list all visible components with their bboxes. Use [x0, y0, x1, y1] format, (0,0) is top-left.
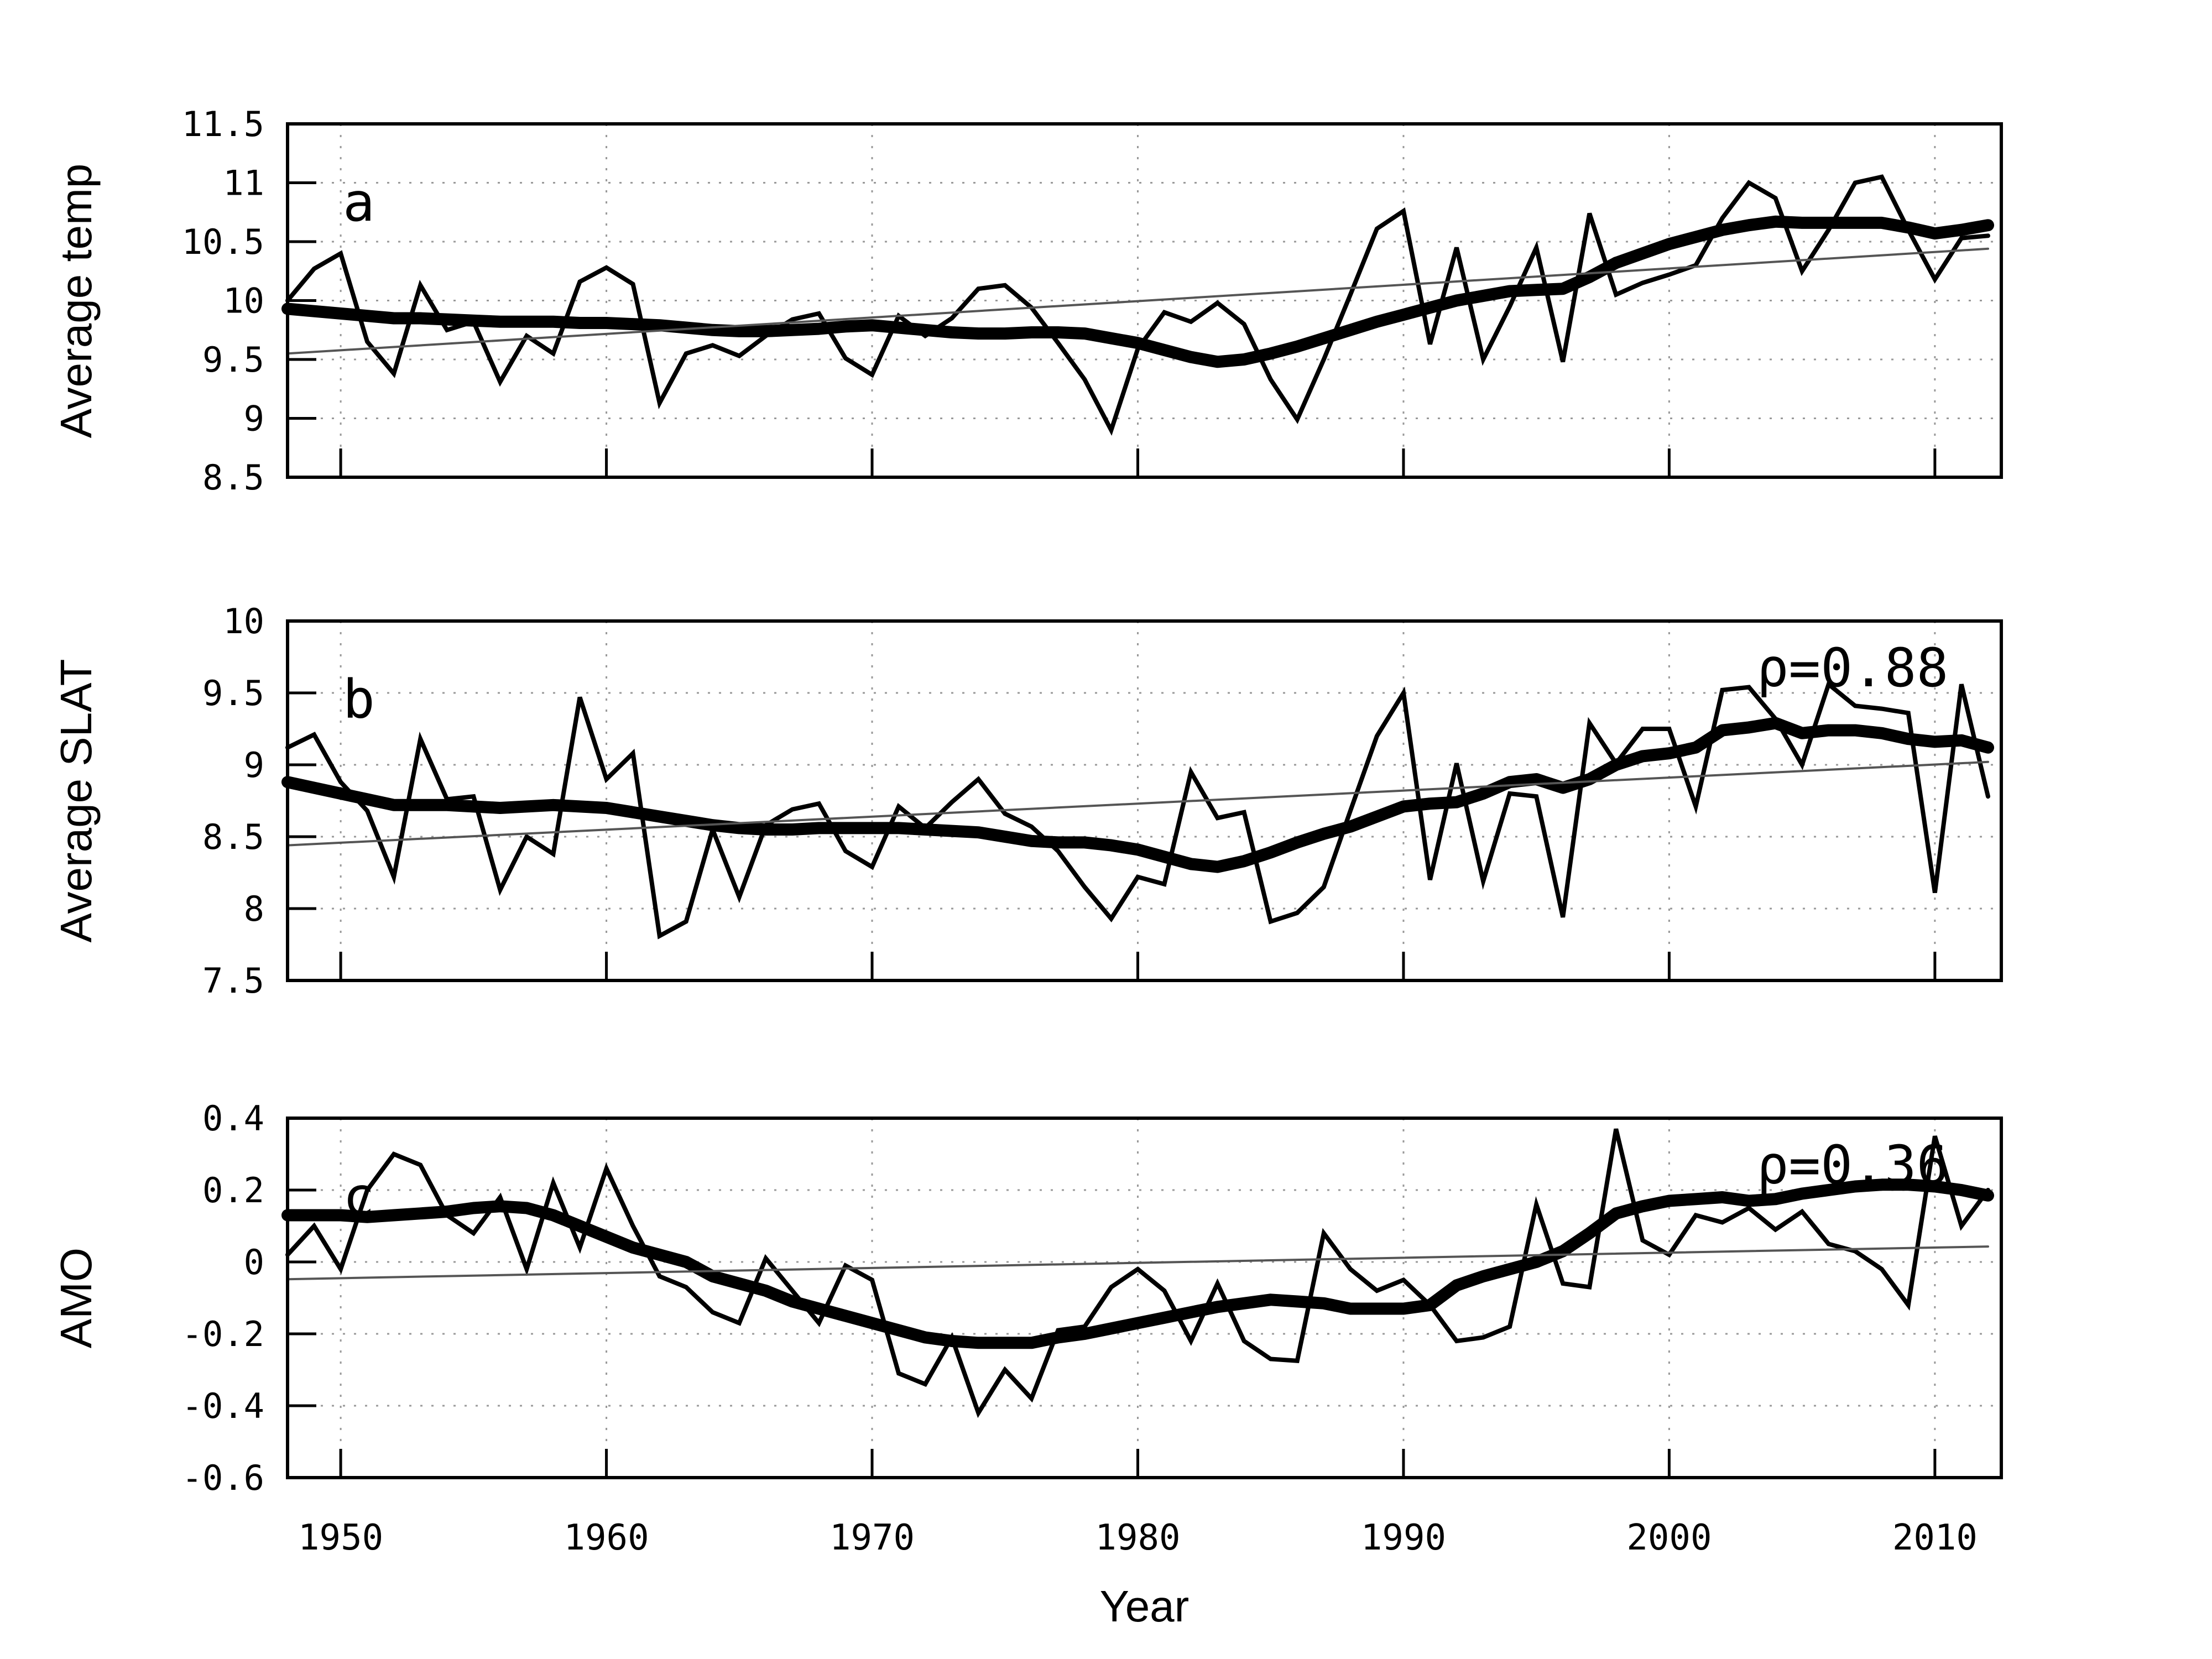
y-tick-label: 11.5: [182, 104, 264, 144]
y-tick-label: 10: [223, 601, 264, 641]
y-tick-label: 7.5: [202, 961, 264, 1001]
x-tick-label: 2000: [1626, 1517, 1712, 1558]
trend-line: [286, 760, 1989, 847]
trend-line: [286, 247, 1989, 355]
x-tick-label: 1950: [298, 1517, 383, 1558]
y-tick-label: 8.5: [202, 457, 264, 498]
y-tick-label: 9.5: [202, 340, 264, 380]
panel-b: 10 9.5 9 8.5 8 7.5 Average SLAT b ρ=0.88: [51, 601, 2003, 1001]
y-tick-label: -0.6: [182, 1458, 264, 1498]
y-tick-label: 11: [223, 163, 264, 204]
correlation-label: ρ=0.36: [1757, 1134, 1949, 1196]
tick-marks: [288, 122, 1937, 479]
y-tick-label: 10: [223, 281, 264, 321]
panel-a: 11.5 11 10.5 10 9.5 9 8.5 Average temp a: [51, 104, 2003, 498]
panel-c: 0.4 0.2 0 -0.2 -0.4 -0.6 AMO c ρ=0.36: [51, 1098, 2003, 1498]
x-tick-label: 1960: [564, 1517, 649, 1558]
y-axis-title: Average SLAT: [51, 659, 101, 943]
panel-letter-label: b: [343, 669, 375, 731]
panel-border: [286, 1117, 2003, 1479]
gridlines: [288, 621, 2001, 980]
tick-marks: [288, 1117, 1937, 1479]
y-tick-label: 0: [244, 1242, 264, 1282]
y-tick-label: 0.4: [202, 1098, 264, 1139]
gridlines: [288, 1118, 2001, 1478]
x-axis-title: Year: [1100, 1582, 1190, 1631]
tick-marks: [288, 619, 1937, 982]
smoothed-line: [281, 1178, 1994, 1349]
y-tick-label: 8: [244, 889, 264, 929]
smoothed-line: [281, 717, 1994, 873]
y-axis-title: AMO: [51, 1248, 101, 1348]
gridlines: [288, 124, 2001, 477]
correlation-label: ρ=0.88: [1757, 637, 1949, 699]
y-tick-label: 0.2: [202, 1170, 264, 1211]
y-tick-label: -0.4: [182, 1386, 264, 1426]
y-tick-label: 8.5: [202, 817, 264, 857]
y-axis-title: Average temp: [51, 164, 101, 439]
y-tick-label: 10.5: [182, 222, 264, 262]
x-tick-label: 1970: [830, 1517, 915, 1558]
y-tick-label: 9: [244, 745, 264, 785]
panel-border: [286, 619, 2003, 982]
x-tick-label: 2010: [1892, 1517, 1978, 1558]
panel-letter-label: c: [343, 1166, 375, 1228]
x-tick-label: 1990: [1361, 1517, 1446, 1558]
y-tick-label: 9: [244, 399, 264, 439]
y-tick-label: -0.2: [182, 1314, 264, 1354]
smoothed-line: [281, 215, 1994, 368]
x-axis-labels: 1950 1960 1970 1980 1990 2000 2010 Year: [298, 1517, 1978, 1631]
trend-line: [286, 1245, 1989, 1281]
annual-line: [285, 680, 1990, 940]
x-tick-label: 1980: [1095, 1517, 1180, 1558]
panel-letter-label: a: [343, 171, 375, 233]
y-tick-label: 9.5: [202, 673, 264, 713]
